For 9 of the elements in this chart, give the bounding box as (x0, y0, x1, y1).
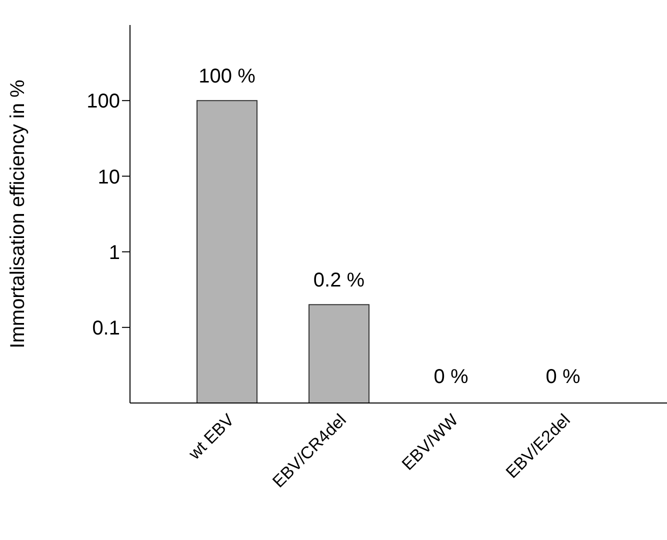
text: 0 % (434, 366, 468, 388)
y-tick-label: 100 (86, 90, 120, 113)
y-tick-label: 10 (98, 166, 120, 188)
y-tick-label: 1 (108, 242, 120, 264)
data-label: 0.2 % (313, 270, 365, 292)
y-tick-label: 0.1 (92, 318, 120, 340)
data-label: 100 % (198, 66, 256, 88)
y-axis-title: Immortalisation efficiency in % (7, 79, 30, 348)
text: 0 % (546, 366, 580, 388)
